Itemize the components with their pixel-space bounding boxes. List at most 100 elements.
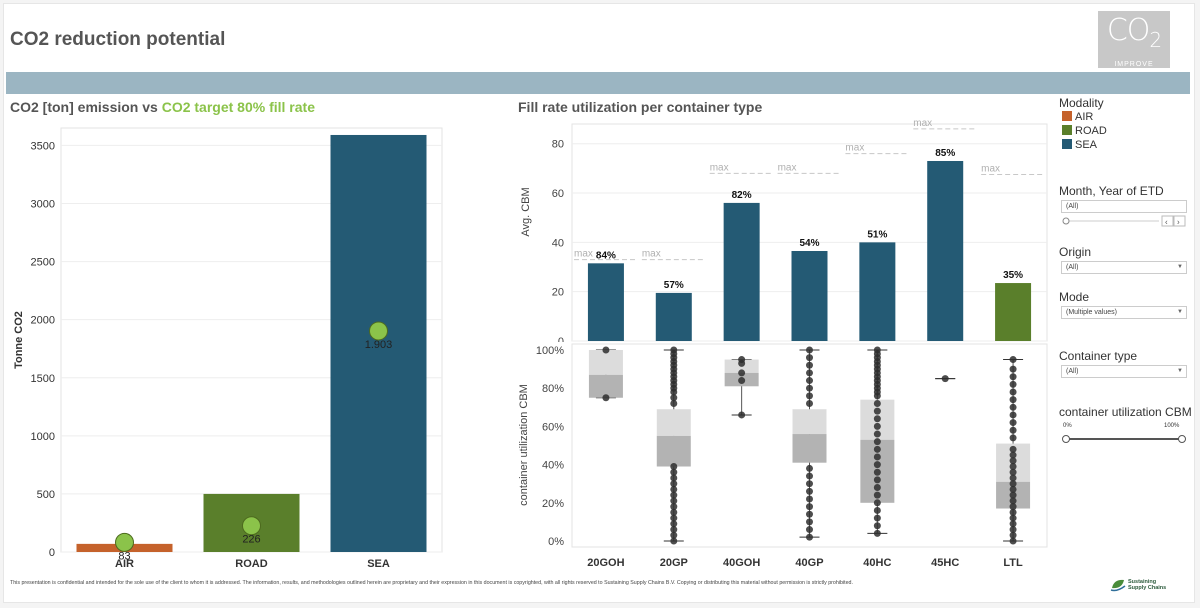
box-data-point	[670, 508, 678, 516]
utilization-range-slider[interactable]	[1061, 433, 1189, 445]
month-range-slider[interactable]: ‹ ›	[1061, 215, 1189, 227]
fill-bar-ltl	[995, 283, 1032, 341]
utilization-max-label: 100%	[1164, 423, 1180, 429]
box-data-point	[670, 480, 678, 488]
fill-bar-20goh	[587, 263, 624, 341]
box-data-point	[670, 346, 678, 354]
company-name-line2: Supply Chains	[1128, 585, 1167, 591]
month-next-button[interactable]	[1173, 215, 1186, 227]
box-data-point	[738, 377, 746, 385]
box-data-point	[806, 533, 813, 541]
box-data-point	[941, 375, 949, 383]
box-data-point	[1009, 503, 1017, 511]
box-data-point	[806, 464, 813, 472]
fill-bar-40gp	[791, 250, 828, 341]
fill-pct-label: 35%	[1003, 270, 1023, 281]
chevron-left-icon: ‹	[1165, 218, 1168, 227]
box-data-point	[806, 346, 813, 354]
emission-y-tick-label: 3000	[31, 199, 55, 211]
legend-swatch-road	[1062, 125, 1072, 135]
month-filter-value: (All)	[1066, 203, 1079, 210]
emission-chart-title: CO2 [ton] emission vs CO2 target 80% fil…	[10, 99, 315, 115]
legend-swatch-air	[1062, 111, 1072, 121]
box-data-point	[1009, 497, 1017, 505]
box-data-point	[1009, 508, 1017, 516]
box-data-point	[806, 510, 813, 518]
box-data-point	[873, 484, 881, 492]
box-data-point	[670, 394, 678, 402]
legend-item-road[interactable]: ROAD	[1062, 125, 1107, 137]
sustaining-supply-chains-logo: Sustaining Supply Chains	[1110, 576, 1170, 594]
max-label: max	[710, 162, 729, 173]
origin-filter-select[interactable]: (All) ▼	[1061, 261, 1187, 274]
month-slider-handle[interactable]	[1062, 217, 1070, 225]
box-data-point	[1009, 457, 1017, 465]
box-data-point	[1009, 403, 1017, 411]
mode-filter-value: (Multiple values)	[1066, 309, 1117, 316]
container-type-filter-label: Container type	[1059, 349, 1138, 363]
box-data-point	[738, 411, 746, 419]
fill-pct-label: 82%	[732, 190, 752, 201]
fill-y-tick-label: 60	[552, 188, 564, 200]
box-upper-quartile	[656, 409, 691, 436]
box-data-point	[670, 503, 678, 511]
box-data-point	[1009, 474, 1017, 482]
max-label: max	[778, 162, 797, 173]
utilization-slider-min-handle[interactable]	[1062, 435, 1070, 443]
logo-sub-text: 2	[1149, 28, 1162, 52]
box-y-axis-label: container utilization CBM	[518, 384, 530, 506]
box-data-point	[670, 531, 678, 539]
max-label: max	[574, 249, 593, 260]
box-data-point	[1009, 356, 1017, 364]
month-filter-input[interactable]: (All)	[1061, 200, 1187, 213]
month-filter-label: Month, Year of ETD	[1059, 184, 1164, 198]
page-title: CO2 reduction potential	[10, 29, 226, 50]
box-data-point	[806, 377, 813, 385]
legend-label-air: AIR	[1075, 111, 1094, 123]
legend-item-air[interactable]: AIR	[1062, 111, 1093, 123]
box-data-point	[806, 354, 813, 362]
box-plot-frame	[571, 343, 1048, 548]
max-label: max	[913, 120, 932, 129]
fill-pct-label: 57%	[664, 280, 684, 291]
box-data-point	[670, 474, 678, 482]
box-data-point	[873, 407, 881, 415]
box-data-point	[1009, 411, 1017, 419]
box-data-point	[873, 346, 881, 354]
fill-pct-label: 51%	[867, 229, 887, 240]
target-value-label: 1.903	[365, 339, 393, 351]
emission-y-tick-label: 0	[49, 547, 55, 559]
target-marker-sea	[369, 321, 388, 341]
container-type-filter-select[interactable]: (All) ▼	[1061, 365, 1187, 378]
box-data-point	[1009, 388, 1017, 396]
fill-y-tick-label: 20	[552, 287, 564, 299]
chevron-down-icon: ▼	[1177, 264, 1183, 270]
box-data-point	[670, 520, 678, 528]
box-y-tick-label: 20%	[542, 498, 564, 510]
utilization-slider-max-handle[interactable]	[1178, 435, 1186, 443]
box-data-point	[806, 392, 813, 400]
month-prev-button[interactable]	[1161, 215, 1174, 227]
box-lower-quartile	[656, 435, 691, 467]
utilization-filter-label: container utilization CBM	[1059, 405, 1192, 419]
box-data-point	[1009, 480, 1017, 488]
fill-bar-20gp	[655, 292, 692, 341]
box-data-point	[806, 361, 813, 369]
box-data-point	[670, 485, 678, 493]
legend-item-sea[interactable]: SEA	[1062, 139, 1097, 151]
legend-label-road: ROAD	[1075, 125, 1107, 137]
emission-title-target: CO2 target 80% fill rate	[161, 99, 315, 115]
emission-y-tick-label: 3500	[31, 140, 55, 152]
box-data-point	[873, 399, 881, 407]
emission-chart: 0 500 1000 1500 2000 2500 3000 3500 Tonne CO2 83A…	[13, 127, 443, 570]
box-data-point	[1009, 426, 1017, 434]
container-type-label: 20GP	[660, 557, 688, 569]
box-data-point	[1009, 531, 1017, 539]
box-upper-quartile	[792, 409, 827, 435]
mode-filter-select[interactable]: (Multiple values) ▼	[1061, 306, 1187, 319]
box-data-point	[873, 422, 881, 430]
box-y-tick-label: 100%	[536, 345, 564, 357]
box-y-tick-label: 80%	[542, 383, 564, 395]
emission-x-tick-label: ROAD	[235, 558, 267, 570]
